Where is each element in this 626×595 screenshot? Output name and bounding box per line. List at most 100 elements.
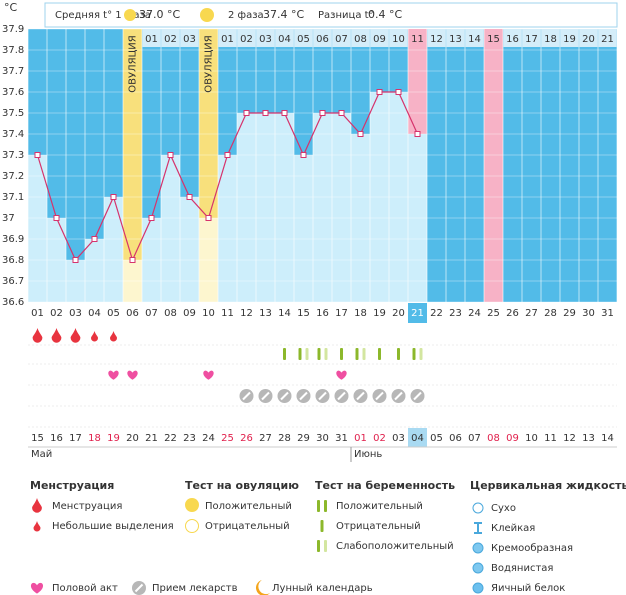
- legend-ovulation-negative: [185, 519, 199, 533]
- legend-text: Половой акт: [52, 583, 118, 594]
- date-label: 07: [468, 433, 481, 444]
- x-tick-label: 06: [126, 308, 139, 319]
- temp-bar: [161, 155, 180, 302]
- date-label: 12: [563, 433, 576, 444]
- date-label: 31: [335, 433, 348, 444]
- difference-value: 0.4 °C: [368, 8, 402, 21]
- pill-slash: [242, 391, 251, 401]
- phase-day: 14: [468, 34, 481, 45]
- pill-slash: [337, 391, 346, 401]
- phase-day: 16: [506, 34, 519, 45]
- phase-day: 20: [582, 34, 595, 45]
- test-bar: [320, 520, 324, 532]
- y-tick-label: 37: [2, 213, 15, 224]
- column-bg: [541, 29, 560, 302]
- legend-text: Яичный белок: [491, 583, 565, 594]
- phase-day: 03: [259, 34, 272, 45]
- temp-point: [357, 131, 364, 137]
- phase1-value: 37.0 °C: [139, 8, 180, 21]
- test-bar: [397, 348, 400, 360]
- phase-cell: [180, 29, 199, 47]
- phase-day: 15: [487, 34, 500, 45]
- legend-text: Отрицательный: [205, 521, 290, 532]
- phase-day: 05: [297, 34, 310, 45]
- phase-cell: [465, 29, 484, 47]
- test-bar: [378, 348, 381, 360]
- y-tick-label: 37.5: [2, 108, 24, 119]
- phase-day: 09: [373, 34, 386, 45]
- x-tick-label: 31: [601, 308, 614, 319]
- x-tick-label: 22: [430, 308, 443, 319]
- date-label: 02: [373, 433, 386, 444]
- phase-cell: [332, 29, 351, 47]
- x-tick-label: 07: [145, 308, 158, 319]
- temp-bar: [237, 113, 256, 302]
- test-bar: [298, 348, 302, 360]
- phase-day: 12: [430, 34, 443, 45]
- x-tick-label: 23: [449, 308, 462, 319]
- legend-text: Менструация: [30, 479, 114, 492]
- phase-day: 10: [392, 34, 405, 45]
- phase-day: 08: [354, 34, 367, 45]
- date-label: 26: [240, 433, 253, 444]
- phase1-label: Средняя t° 1 фаза: [55, 10, 151, 21]
- phase-day: 19: [563, 34, 576, 45]
- temp-bar: [85, 239, 104, 302]
- heart: [108, 370, 119, 380]
- temp-bar: [332, 113, 351, 302]
- temp-point: [205, 215, 212, 221]
- y-tick-label: 37.1: [2, 192, 24, 203]
- test-bar: [305, 348, 309, 360]
- temp-point: [376, 89, 383, 95]
- legend-text: Клейкая: [491, 523, 535, 534]
- y-tick-label: 36.7: [2, 276, 24, 287]
- phase-cell: [522, 29, 541, 47]
- phase-cell: [142, 29, 161, 47]
- test-bar: [355, 348, 359, 360]
- date-label: 30: [316, 433, 329, 444]
- phase-day: 11: [411, 34, 424, 45]
- phase2-icon: [200, 8, 214, 22]
- x-tick-label: 16: [316, 308, 329, 319]
- x-tick-label: 28: [544, 308, 557, 319]
- temp-bar: [180, 197, 199, 302]
- phase-day: 04: [278, 34, 291, 45]
- date-label: 24: [202, 433, 215, 444]
- pill-slash: [318, 391, 327, 401]
- temp-point: [110, 194, 117, 200]
- test-bar: [362, 348, 366, 360]
- pill-slash: [299, 391, 308, 401]
- date-label: 28: [278, 433, 291, 444]
- date-label: 13: [582, 433, 595, 444]
- x-tick-label: 04: [88, 308, 101, 319]
- temp-point: [148, 215, 155, 221]
- difference-label: Разница t°: [318, 10, 374, 21]
- date-label: 04: [411, 433, 424, 444]
- x-tick-label: 09: [183, 308, 196, 319]
- date-label: 03: [392, 433, 405, 444]
- phase-day: 07: [335, 34, 348, 45]
- legend-text: Положительный: [205, 501, 292, 512]
- y-tick-label: 37.4: [2, 129, 24, 140]
- menstruation-drop: [32, 328, 43, 343]
- x-tick-label: 02: [50, 308, 63, 319]
- legend-text: Тест на овуляцию: [185, 479, 299, 492]
- heart: [30, 582, 44, 594]
- date-label: 21: [145, 433, 158, 444]
- legend-fluid: [472, 582, 484, 594]
- date-label: 20: [126, 433, 139, 444]
- temp-bar: [408, 134, 427, 302]
- phase-cell: [256, 29, 275, 47]
- column-bg: [465, 29, 484, 302]
- x-tick-label: 08: [164, 308, 177, 319]
- temp-bar: [123, 260, 142, 302]
- phase-cell: [427, 29, 446, 47]
- date-label: 08: [487, 433, 500, 444]
- temp-bar: [294, 155, 313, 302]
- y-tick-label: 37.8: [2, 45, 24, 56]
- phase-cell: [598, 29, 617, 47]
- ovulation-label: ОВУЛЯЦИЯ: [204, 35, 215, 93]
- legend-moon: [256, 580, 270, 595]
- date-label: 19: [107, 433, 120, 444]
